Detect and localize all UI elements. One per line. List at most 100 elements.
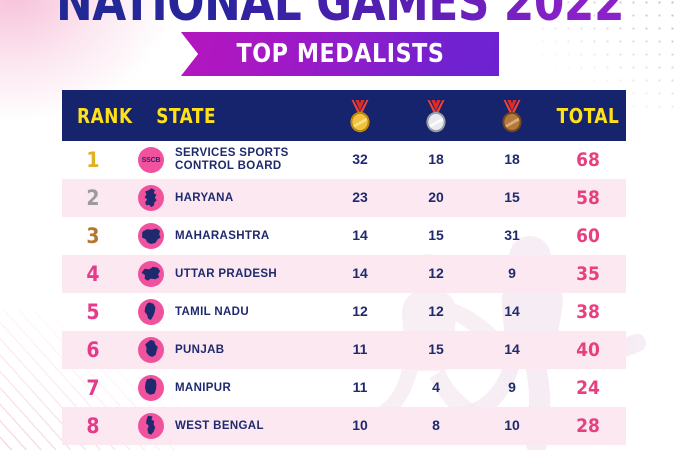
total-cell: 58: [550, 187, 626, 209]
bronze-cell: 14: [474, 341, 550, 359]
sscb-badge: SSCB: [138, 147, 164, 173]
gold-count: 11: [352, 341, 368, 357]
manipur-map-icon: [138, 375, 164, 401]
state-name: MAHARASHTRA: [175, 229, 270, 242]
gold-count: 10: [352, 417, 368, 433]
silver-cell: 12: [398, 303, 474, 321]
gold-count: 23: [352, 189, 368, 205]
state-cell: SSCB SERVICES SPORTS CONTROL BOARD: [124, 147, 322, 173]
rank-number: 7: [86, 376, 100, 400]
state-cell: UTTAR PRADESH: [124, 261, 322, 287]
state-cell: HARYANA: [124, 185, 322, 211]
gold-count: 14: [352, 265, 368, 281]
haryana-map-icon: [138, 185, 164, 211]
silver-count: 15: [428, 341, 444, 357]
state-cell: PUNJAB: [124, 337, 322, 363]
gold-cell: 12: [322, 303, 398, 321]
state-silhouette: [145, 378, 157, 395]
total-cell: 24: [550, 377, 626, 399]
rank-cell: 3: [62, 224, 124, 248]
column-header-rank: RANK: [77, 103, 133, 128]
table-row: 5 TAMIL NADU 12 12 14 38: [62, 293, 626, 331]
silver-cell: 20: [398, 189, 474, 207]
tamil-nadu-map-icon: [138, 299, 164, 325]
bronze-count: 14: [504, 303, 520, 319]
state-name: SERVICES SPORTS CONTROL BOARD: [175, 147, 289, 172]
rank-cell: 1: [62, 148, 124, 172]
column-header-state: STATE: [156, 103, 217, 128]
rank-cell: 6: [62, 338, 124, 362]
state-silhouette: [144, 302, 156, 320]
table-body: 1 SSCB SERVICES SPORTS CONTROL BOARD 32 18 18…: [62, 141, 626, 450]
state-cell: TAMIL NADU: [124, 299, 322, 325]
silver-cell: 8: [398, 417, 474, 435]
silver-medal-icon: [426, 99, 446, 132]
bronze-count: 9: [508, 265, 516, 281]
bronze-count: 10: [504, 417, 520, 433]
maharashtra-map-icon: [138, 223, 164, 249]
silver-count: 15: [428, 227, 444, 243]
gold-cell: 11: [322, 341, 398, 359]
total-count: 60: [576, 225, 600, 247]
total-count: 35: [576, 263, 600, 285]
total-count: 58: [576, 187, 600, 209]
state-name: PUNJAB: [175, 343, 225, 356]
gold-count: 12: [352, 303, 368, 319]
state-name: UTTAR PRADESH: [175, 267, 278, 280]
rank-number: 8: [86, 414, 100, 438]
rank-number: 5: [86, 300, 100, 324]
state-silhouette: [146, 415, 156, 435]
column-header-silver: [400, 99, 471, 133]
badge-abbreviation: SSCB: [141, 156, 161, 164]
gold-count: 14: [352, 227, 368, 243]
total-cell: 38: [550, 301, 626, 323]
silver-count: 12: [428, 303, 444, 319]
total-cell: 35: [550, 263, 626, 285]
rank-cell: 2: [62, 186, 124, 210]
table-row: 6 PUNJAB 11 15 14 40: [62, 331, 626, 369]
rank-number: 3: [86, 224, 100, 248]
total-count: 40: [576, 339, 600, 361]
silver-cell: 15: [398, 227, 474, 245]
silver-count: 8: [432, 417, 440, 433]
gold-medal-icon: [350, 99, 370, 132]
state-name: MANIPUR: [175, 381, 232, 394]
page-title: NATIONAL GAMES 2022: [27, 0, 653, 29]
total-count: 24: [576, 377, 600, 399]
rank-number: 4: [86, 262, 100, 286]
gold-cell: 11: [322, 379, 398, 397]
medal-tally-table: RANK STATE: [62, 90, 626, 450]
bronze-cell: 14: [474, 303, 550, 321]
gold-cell: 14: [322, 265, 398, 283]
state-name: HARYANA: [175, 191, 234, 204]
bronze-cell: 9: [474, 265, 550, 283]
bronze-count: 9: [508, 379, 516, 395]
state-silhouette: [142, 228, 161, 244]
bronze-cell: 15: [474, 189, 550, 207]
ribbon-label: TOP MEDALISTS: [235, 39, 445, 69]
rank-cell: 7: [62, 376, 124, 400]
total-cell: 60: [550, 225, 626, 247]
silver-count: 20: [428, 189, 444, 205]
state-cell: MAHARASHTRA: [124, 223, 322, 249]
total-count: 28: [576, 415, 600, 437]
bronze-medal-icon: [502, 99, 522, 132]
gold-cell: 32: [322, 151, 398, 169]
silver-cell: 15: [398, 341, 474, 359]
west-bengal-map-icon: [138, 413, 164, 439]
silver-cell: 12: [398, 265, 474, 283]
total-cell: 68: [550, 149, 626, 171]
table-row: 8 WEST BENGAL 10 8 10 28: [62, 407, 626, 445]
state-cell: WEST BENGAL: [124, 413, 322, 439]
silver-count: 18: [428, 151, 444, 167]
uttar-pradesh-map-icon: [138, 261, 164, 287]
state-cell: MANIPUR: [124, 375, 322, 401]
gold-cell: 23: [322, 189, 398, 207]
bronze-count: 31: [504, 227, 520, 243]
rank-cell: 8: [62, 414, 124, 438]
table-row: 2 HARYANA 23 20 15 58: [62, 179, 626, 217]
rank-number: 2: [86, 186, 100, 210]
punjab-map-icon: [138, 337, 164, 363]
bronze-count: 18: [504, 151, 520, 167]
table-row: 3 MAHARASHTRA 14 15 31 60: [62, 217, 626, 255]
